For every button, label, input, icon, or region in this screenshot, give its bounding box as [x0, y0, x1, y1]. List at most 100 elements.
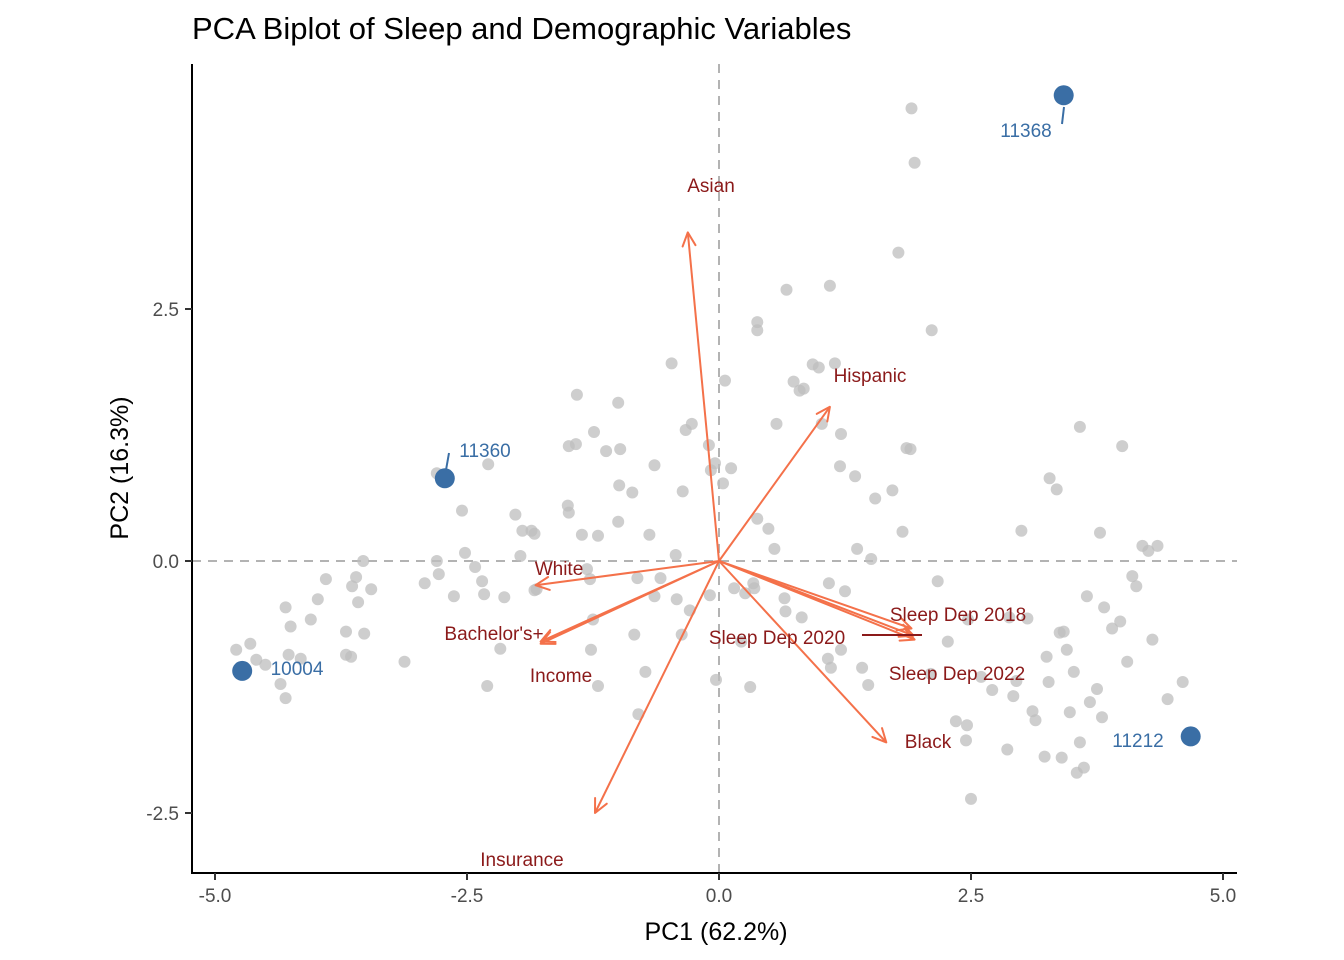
data-point — [612, 396, 625, 409]
data-point — [481, 680, 494, 692]
loading-label-sleep-dep-2020: Sleep Dep 2020 — [709, 628, 845, 649]
data-point — [834, 460, 846, 473]
data-point — [398, 655, 411, 668]
data-point — [628, 628, 641, 641]
data-point — [244, 637, 257, 650]
data-point — [975, 670, 988, 683]
y-tick-label: -2.5 — [146, 804, 179, 825]
data-point — [350, 571, 363, 584]
data-point — [1126, 570, 1139, 583]
data-point — [735, 635, 748, 648]
data-point — [319, 573, 332, 586]
data-point — [725, 462, 738, 475]
data-point — [728, 582, 741, 595]
data-point — [931, 575, 944, 588]
chart-title: PCA Biplot of Sleep and Demographic Vari… — [192, 11, 851, 46]
data-point — [1116, 440, 1129, 453]
data-point — [643, 528, 656, 541]
data-point — [1083, 696, 1096, 709]
data-point — [494, 642, 507, 655]
data-point — [528, 584, 541, 597]
point-label-10004: 10004 — [271, 659, 324, 680]
point-label-11360: 11360 — [459, 441, 510, 462]
highlighted-points — [232, 85, 1201, 747]
y-tick-label: 0.0 — [153, 552, 179, 573]
data-point — [797, 382, 810, 395]
data-point — [762, 522, 775, 535]
data-point — [949, 715, 962, 728]
data-point — [1067, 665, 1080, 678]
y-axis-title: PC2 (16.3%) — [106, 396, 134, 539]
data-point — [279, 601, 292, 614]
data-point — [1073, 736, 1086, 749]
data-point — [592, 680, 604, 692]
data-point — [709, 457, 721, 470]
data-point — [780, 283, 793, 296]
label-connector-11360 — [445, 452, 450, 471]
data-point — [626, 486, 639, 499]
data-point — [960, 734, 972, 747]
data-point — [482, 458, 495, 471]
data-point — [1057, 625, 1070, 638]
data-point — [1094, 526, 1106, 539]
data-point — [856, 661, 869, 674]
highlighted-point-11360 — [434, 468, 455, 489]
data-point — [1042, 676, 1055, 688]
data-point — [748, 582, 761, 595]
data-point — [345, 650, 358, 663]
data-point — [1161, 693, 1174, 706]
data-point — [941, 635, 954, 648]
loading-arrow-sleep-dep-2022 — [718, 560, 916, 642]
data-point — [1055, 751, 1068, 764]
data-point — [654, 572, 667, 585]
data-point — [352, 596, 365, 609]
data-point — [851, 542, 864, 555]
loading-arrow-asian — [681, 231, 720, 562]
loading-arrow-white — [534, 560, 720, 591]
loading-arrows — [534, 231, 916, 814]
data-point — [447, 590, 460, 603]
data-point — [1050, 483, 1063, 496]
data-point — [768, 542, 781, 555]
data-point — [1142, 544, 1155, 557]
loading-label-income: Income — [530, 666, 592, 687]
data-point — [1151, 539, 1164, 552]
data-point — [823, 279, 836, 292]
data-point — [584, 573, 596, 586]
data-point — [865, 553, 878, 565]
data-point — [498, 591, 511, 604]
loading-arrow-black — [718, 560, 888, 744]
loading-label-sleep-dep-2018: Sleep Dep 2018 — [890, 605, 1026, 626]
data-point — [592, 529, 604, 542]
data-point — [835, 428, 847, 440]
data-point — [904, 443, 917, 456]
data-point — [839, 585, 851, 598]
data-point — [710, 673, 722, 686]
data-point — [346, 580, 359, 593]
loading-label-black: Black — [905, 732, 952, 753]
loading-labels: Asian Hispanic White Bachelor's+ Income … — [444, 176, 1026, 871]
data-point — [770, 417, 783, 430]
data-point — [432, 568, 445, 581]
loading-label-hispanic: Hispanic — [834, 366, 907, 387]
loading-arrow-hispanic — [718, 405, 831, 562]
data-point — [418, 577, 431, 590]
data-point — [1096, 711, 1108, 724]
data-point — [581, 563, 593, 576]
data-point — [1146, 633, 1159, 646]
data-point — [279, 692, 292, 705]
data-point — [469, 561, 482, 573]
data-point — [585, 643, 597, 656]
data-point — [1106, 622, 1119, 635]
data-point — [669, 549, 682, 561]
x-tick-label: -2.5 — [451, 886, 484, 907]
data-point — [965, 792, 977, 805]
data-point — [835, 643, 847, 656]
data-point — [1043, 472, 1056, 485]
data-point — [358, 627, 371, 640]
data-point — [1029, 714, 1042, 727]
data-point — [703, 589, 716, 602]
data-point — [459, 546, 471, 559]
data-point — [1121, 655, 1134, 668]
